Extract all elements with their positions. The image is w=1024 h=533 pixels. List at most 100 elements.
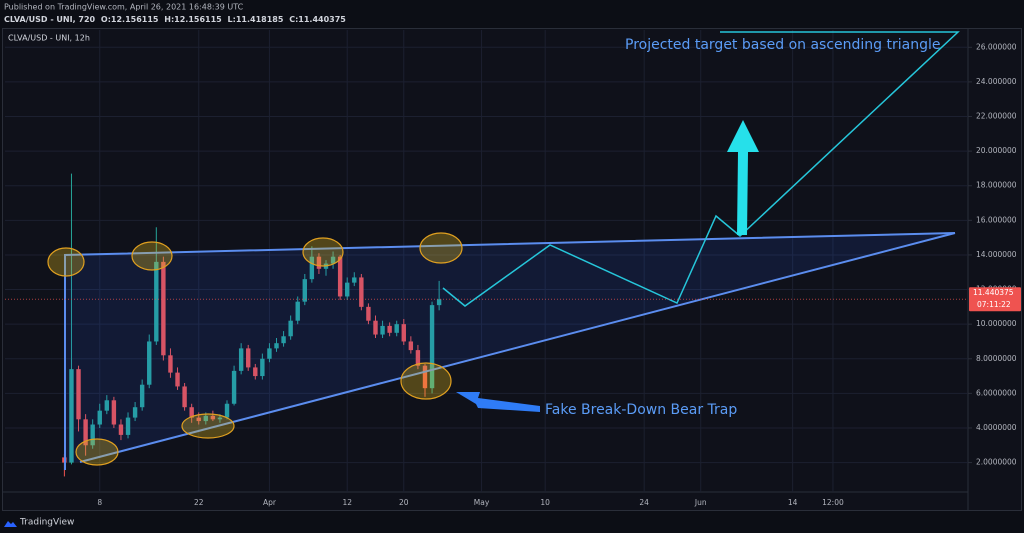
y-tick-label: 16.000000 — [976, 215, 1017, 224]
published-text: Published on TradingView.com, April 26, … — [4, 3, 244, 12]
candle-body — [217, 417, 223, 420]
last-price-label: 11.440375 — [973, 288, 1014, 297]
candle-body — [125, 417, 131, 435]
candle-body — [415, 350, 421, 366]
triangle-top — [64, 232, 956, 470]
drawings — [47, 31, 960, 470]
candle-body — [231, 370, 237, 404]
candle-body — [154, 261, 159, 342]
candle-body — [104, 400, 110, 411]
price-tag: 11.440375 07:11:22 — [5, 287, 1021, 312]
y-tick-label: 24.000000 — [976, 77, 1017, 86]
oval — [302, 237, 344, 267]
candle-body — [76, 369, 81, 420]
candle-body — [189, 407, 194, 418]
x-tick-label: 22 — [194, 498, 204, 507]
x-tick-label: 8 — [97, 498, 102, 507]
y-tick-label: 18.000000 — [976, 181, 1017, 190]
annotation: Fake Break-Down Bear Trap — [545, 402, 737, 418]
candle-body — [90, 424, 95, 446]
up-arrow — [727, 120, 759, 235]
candle-body — [295, 301, 300, 321]
x-tick-label: 20 — [399, 498, 409, 507]
x-tick-label: 10 — [540, 498, 550, 507]
countdown: 07:11:22 — [977, 300, 1011, 309]
candle-body — [380, 325, 385, 335]
y-tick-label: 6.0000000 — [976, 388, 1017, 397]
candle-body — [394, 324, 399, 333]
ovals — [47, 232, 463, 466]
oval — [419, 232, 463, 264]
candle-body — [387, 325, 392, 333]
candle-body — [111, 400, 117, 425]
oval — [75, 438, 119, 466]
ohlc-high: H:12.156115 — [164, 15, 222, 24]
candle-body — [253, 367, 258, 377]
left-arrow — [456, 392, 540, 412]
x-tick-label: 14 — [788, 498, 798, 507]
candle-body — [69, 369, 74, 463]
candle-body — [274, 343, 279, 349]
panel — [2, 28, 1022, 511]
candle-body — [288, 320, 293, 337]
legend: CLVA/USD - UNI, 12h — [8, 34, 90, 43]
candle-body — [182, 386, 187, 408]
ohlc-close: C:11.440375 — [289, 15, 346, 24]
y-tick-label: 14.000000 — [976, 250, 1017, 259]
ohlc-low: L:11.418185 — [228, 15, 284, 24]
header: CLVA/USD - UNI, 720 O:12.156115 H:12.156… — [4, 15, 346, 24]
projection-path — [442, 31, 960, 307]
candle-body — [345, 282, 350, 297]
y-tick-label: 26.000000 — [976, 42, 1017, 51]
candle-body — [83, 419, 88, 446]
candle-body — [366, 306, 371, 321]
candle-body — [359, 277, 364, 307]
candle-body — [302, 279, 307, 302]
y-tick-label: 8.0000000 — [976, 354, 1017, 363]
last-price-box — [969, 287, 1021, 312]
candle-body — [224, 403, 230, 418]
oval — [181, 413, 235, 439]
candle-body — [309, 256, 315, 280]
candle-body — [373, 320, 378, 335]
candle-body — [161, 261, 166, 356]
candle-body — [210, 415, 216, 420]
candle-body — [330, 256, 336, 264]
candle-body — [97, 410, 102, 425]
candle-body — [422, 365, 428, 389]
y-tick-label: 20.000000 — [976, 146, 1017, 155]
candle-body — [147, 341, 152, 385]
symbol: CLVA/USD - UNI, 720 — [4, 15, 96, 24]
x-tick-label: 12:00 — [822, 498, 844, 507]
candle-body — [267, 348, 272, 359]
y-tick-label: 10.000000 — [976, 319, 1017, 328]
candle-body — [260, 358, 265, 377]
x-tick-label: May — [474, 498, 490, 507]
candle-body — [132, 407, 138, 418]
y-tick-label: 4.0000000 — [976, 423, 1017, 432]
y-tick-label: 2.0000000 — [976, 458, 1017, 467]
candle-body — [352, 277, 357, 283]
oval — [47, 247, 85, 277]
x-tick-label: 12 — [342, 498, 352, 507]
candle-body — [316, 256, 322, 269]
x-tick-label: 24 — [639, 498, 649, 507]
grid: 2.0000000 4.0000000 6.0000000 8.0000000 10.0… — [5, 30, 1017, 507]
y-tick-label: 22.000000 — [976, 112, 1017, 121]
candle-body — [408, 341, 414, 351]
candle-body — [168, 355, 173, 373]
candle-body — [429, 305, 435, 389]
candle-body — [175, 372, 180, 387]
x-tick-label: Apr — [263, 498, 277, 507]
candles — [62, 173, 442, 477]
ohlc-open: O:12.156115 — [101, 15, 159, 24]
oval — [131, 241, 173, 271]
candle-body — [281, 336, 286, 344]
candle-body — [238, 348, 244, 371]
x-tick-label: Jun — [694, 498, 707, 507]
footer: TradingView — [19, 518, 74, 528]
candle-body — [246, 348, 251, 368]
candle-body — [203, 415, 209, 422]
candle-body — [196, 417, 201, 422]
